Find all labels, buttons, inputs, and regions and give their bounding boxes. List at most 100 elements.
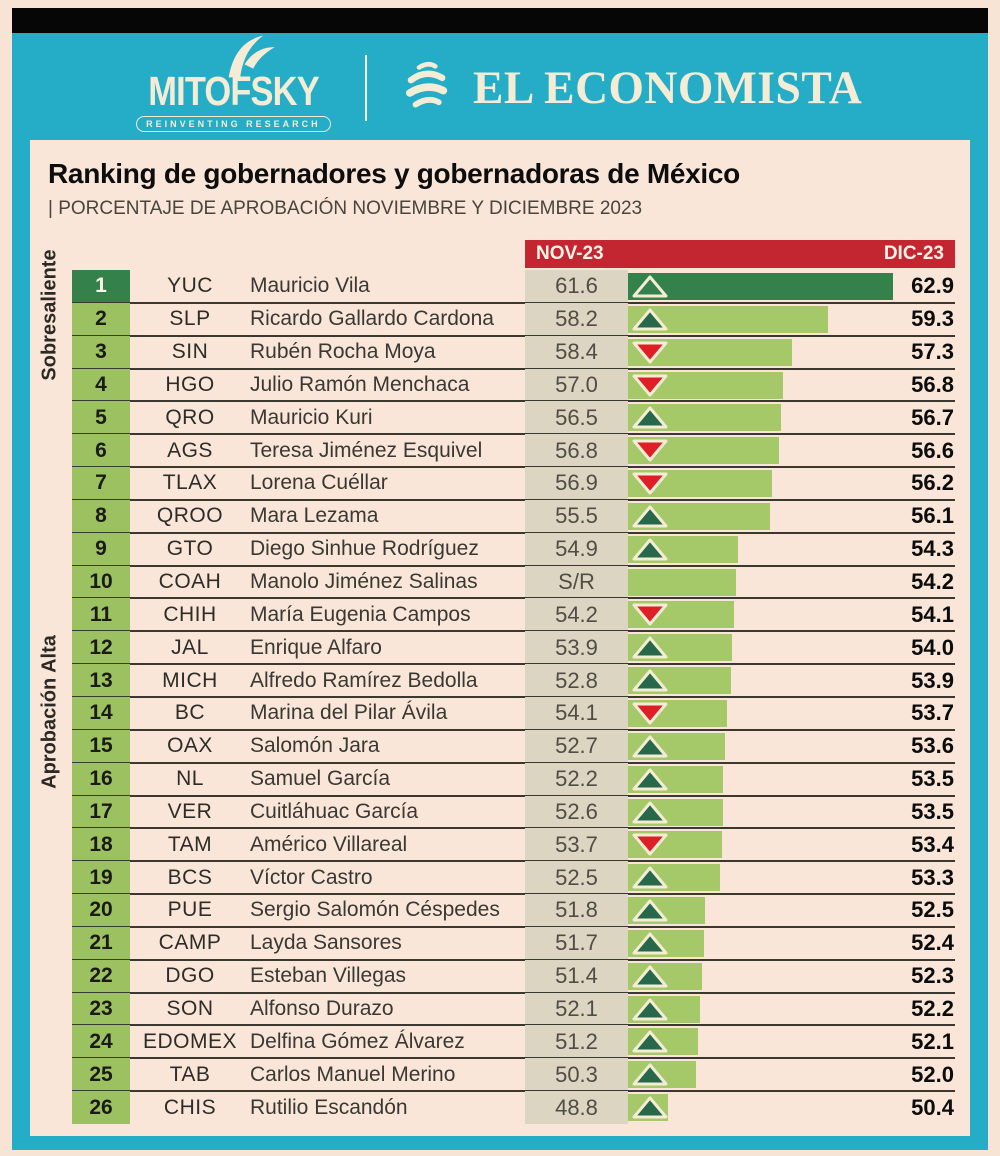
logo-divider	[364, 55, 367, 121]
nov-value: 58.2	[525, 302, 628, 336]
governor-name: Layda Sansores	[250, 931, 402, 955]
dic-value: 52.1	[911, 1028, 954, 1054]
bar-fill	[628, 273, 893, 300]
approval-bar	[628, 831, 722, 859]
top-black-bar	[12, 8, 988, 33]
governor-name: Delfina Gómez Álvarez	[250, 1029, 465, 1053]
table-rows: 1 YUC Mauricio Vila 61.6 62.9 2 SLP Ricardo Gal…	[30, 270, 970, 1124]
table-row: 1 YUC Mauricio Vila 61.6 62.9	[30, 270, 970, 304]
governor-name: Lorena Cuéllar	[250, 471, 388, 495]
trend-up-icon	[632, 1096, 668, 1119]
approval-bar	[628, 1094, 668, 1122]
nov-value: 52.8	[525, 664, 628, 697]
trend-up-icon	[632, 308, 668, 331]
state-code: TLAX	[162, 471, 218, 495]
mitofsky-swoosh-icon	[207, 31, 279, 84]
table-row: 21 CAMP Layda Sansores 51.7 52.4	[30, 926, 970, 961]
table-row: 19 BCS Víctor Castro 52.5 53.3	[30, 861, 970, 895]
table-row: 25 TAB Carlos Manuel Merino 50.3 52.0	[30, 1058, 970, 1092]
column-header-dic: DIC-23	[883, 243, 944, 264]
state-code: COAH	[158, 570, 222, 594]
approval-bar	[628, 667, 731, 695]
dic-value: 54.1	[911, 601, 954, 627]
dic-value: 56.7	[911, 404, 954, 430]
trend-up-icon	[632, 866, 668, 889]
dic-value: 56.8	[911, 371, 954, 397]
economista-globe-icon	[397, 57, 455, 120]
state-code: QRO	[165, 405, 215, 429]
rank-cell: 20	[72, 894, 130, 927]
dic-value: 56.1	[911, 503, 954, 529]
column-header-bar: NOV-23 DIC-23	[525, 240, 955, 268]
trend-up-icon	[632, 406, 668, 429]
nov-value: 51.8	[525, 894, 628, 927]
trend-up-icon	[632, 1030, 668, 1053]
table-row: 15 OAX Salomón Jara 52.7 53.6	[30, 729, 970, 764]
table-row: 12 JAL Enrique Alfaro 53.9 54.0	[30, 631, 970, 665]
dic-value: 53.5	[911, 798, 954, 824]
dic-value: 53.4	[911, 831, 954, 857]
trend-up-icon	[632, 275, 668, 298]
table-row: 5 QRO Mauricio Kuri 56.5 56.7	[30, 401, 970, 436]
trend-down-icon	[632, 833, 668, 856]
approval-bar	[628, 273, 893, 300]
table-row: 22 DGO Esteban Villegas 51.4 52.3	[30, 959, 970, 994]
trend-up-icon	[632, 505, 668, 528]
nov-value: 52.6	[525, 795, 628, 829]
rank-cell: 26	[72, 1091, 130, 1124]
trend-up-icon	[632, 538, 668, 561]
table-row: 14 BC Marina del Pilar Ávila 54.1 53.7	[30, 696, 970, 731]
trend-down-icon	[632, 603, 668, 626]
state-code: EDOMEX	[142, 1029, 237, 1053]
logo-header: MITOFSKY REINVENTING RESEARCH EL ECONOMI…	[12, 33, 988, 143]
nov-value: S/R	[525, 565, 628, 599]
governor-name: Esteban Villegas	[250, 964, 407, 988]
rank-cell: 23	[72, 992, 130, 1026]
approval-bar	[628, 634, 733, 662]
state-code: YUC	[167, 274, 213, 298]
table-row: 24 EDOMEX Delfina Gómez Álvarez 51.2 52.1	[30, 1025, 970, 1060]
state-code: CHIH	[163, 602, 217, 626]
governor-name: Enrique Alfaro	[250, 635, 382, 659]
rank-cell: 24	[72, 1025, 130, 1059]
nov-value: 52.2	[525, 762, 628, 796]
trend-up-icon	[632, 768, 668, 791]
approval-bar	[628, 502, 771, 530]
dic-value: 62.9	[911, 273, 954, 299]
trend-up-icon	[632, 899, 668, 922]
approval-bar	[628, 765, 724, 793]
rank-cell: 6	[72, 434, 130, 468]
governor-name: Alfredo Ramírez Bedolla	[250, 668, 478, 692]
nov-value: 54.9	[525, 532, 628, 566]
dic-value: 52.3	[911, 963, 954, 989]
dic-value: 54.3	[911, 536, 954, 562]
dic-value: 52.5	[911, 897, 954, 923]
state-code: TAM	[167, 832, 213, 856]
governor-name: Salomón Jara	[250, 734, 380, 758]
state-code: SLP	[169, 307, 211, 331]
state-code: HGO	[165, 372, 215, 396]
dic-value: 56.2	[911, 470, 954, 496]
trend-up-icon	[632, 636, 668, 659]
dic-value: 53.7	[911, 700, 954, 726]
mitofsky-logo: MITOFSKY REINVENTING RESEARCH	[132, 35, 335, 132]
content-card: Ranking de gobernadores y gobernadoras d…	[30, 140, 970, 1136]
trend-up-icon	[632, 998, 668, 1021]
rank-cell: 3	[72, 335, 130, 369]
state-code: AGS	[167, 438, 213, 462]
dic-value: 53.9	[911, 667, 954, 693]
state-code: PUE	[167, 898, 213, 922]
nov-value: 53.9	[525, 631, 628, 665]
approval-bar	[628, 305, 828, 333]
rank-cell: 17	[72, 795, 130, 829]
mitofsky-tagline: REINVENTING RESEARCH	[136, 115, 331, 132]
trend-down-icon	[632, 341, 668, 364]
rank-cell: 19	[72, 861, 130, 895]
state-code: CHIS	[163, 1095, 217, 1119]
governor-name: Rubén Rocha Moya	[250, 340, 436, 364]
nov-value: 56.5	[525, 401, 628, 435]
table-row: 11 CHIH María Eugenia Campos 54.2 54.1	[30, 598, 970, 633]
state-code: JAL	[171, 635, 209, 659]
page-title: Ranking de gobernadores y gobernadoras d…	[48, 158, 740, 189]
table-row: 18 TAM Américo Villareal 53.7 53.4	[30, 828, 970, 863]
